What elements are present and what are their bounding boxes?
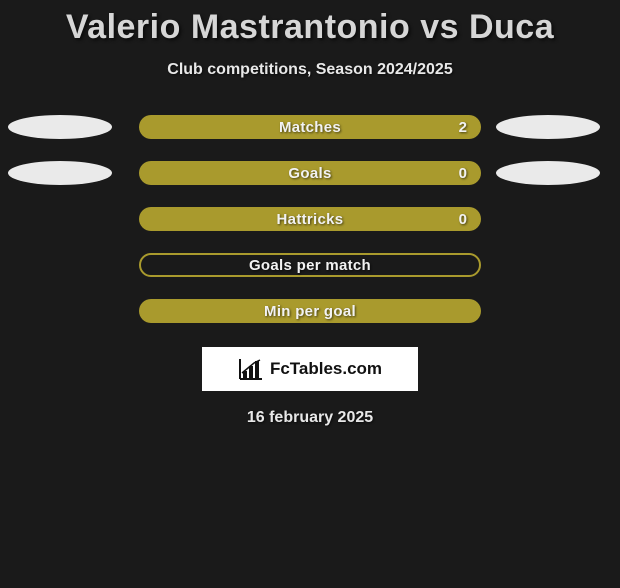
stat-bar: Min per goal	[139, 299, 481, 323]
player-left-ellipse	[8, 161, 112, 185]
stat-row: Hattricks 0	[0, 207, 620, 231]
stat-label: Min per goal	[264, 303, 356, 320]
stat-row: Goals 0	[0, 161, 620, 185]
stat-bar: Matches 2	[139, 115, 481, 139]
player-right-ellipse	[496, 161, 600, 185]
player-right-ellipse	[496, 115, 600, 139]
stat-label: Goals per match	[249, 257, 371, 274]
stat-label: Hattricks	[277, 211, 344, 228]
stat-bar: Goals per match	[139, 253, 481, 277]
player-left-ellipse	[8, 115, 112, 139]
stat-row: Matches 2	[0, 115, 620, 139]
stat-value: 0	[459, 165, 467, 182]
logo-text: FcTables.com	[270, 359, 382, 379]
stat-bar: Goals 0	[139, 161, 481, 185]
chart-icon	[238, 357, 264, 381]
logo-box: FcTables.com	[202, 347, 418, 391]
stat-row: Goals per match	[0, 253, 620, 277]
stat-value: 0	[459, 211, 467, 228]
date-text: 16 february 2025	[0, 409, 620, 427]
stat-label: Matches	[279, 119, 341, 136]
stat-label: Goals	[288, 165, 331, 182]
page-subtitle: Club competitions, Season 2024/2025	[0, 61, 620, 79]
page-title: Valerio Mastrantonio vs Duca	[0, 8, 620, 47]
comparison-rows: Matches 2 Goals 0 Hattricks 0 Goals per match M…	[0, 115, 620, 323]
stat-bar: Hattricks 0	[139, 207, 481, 231]
stat-row: Min per goal	[0, 299, 620, 323]
stat-value: 2	[459, 119, 467, 136]
